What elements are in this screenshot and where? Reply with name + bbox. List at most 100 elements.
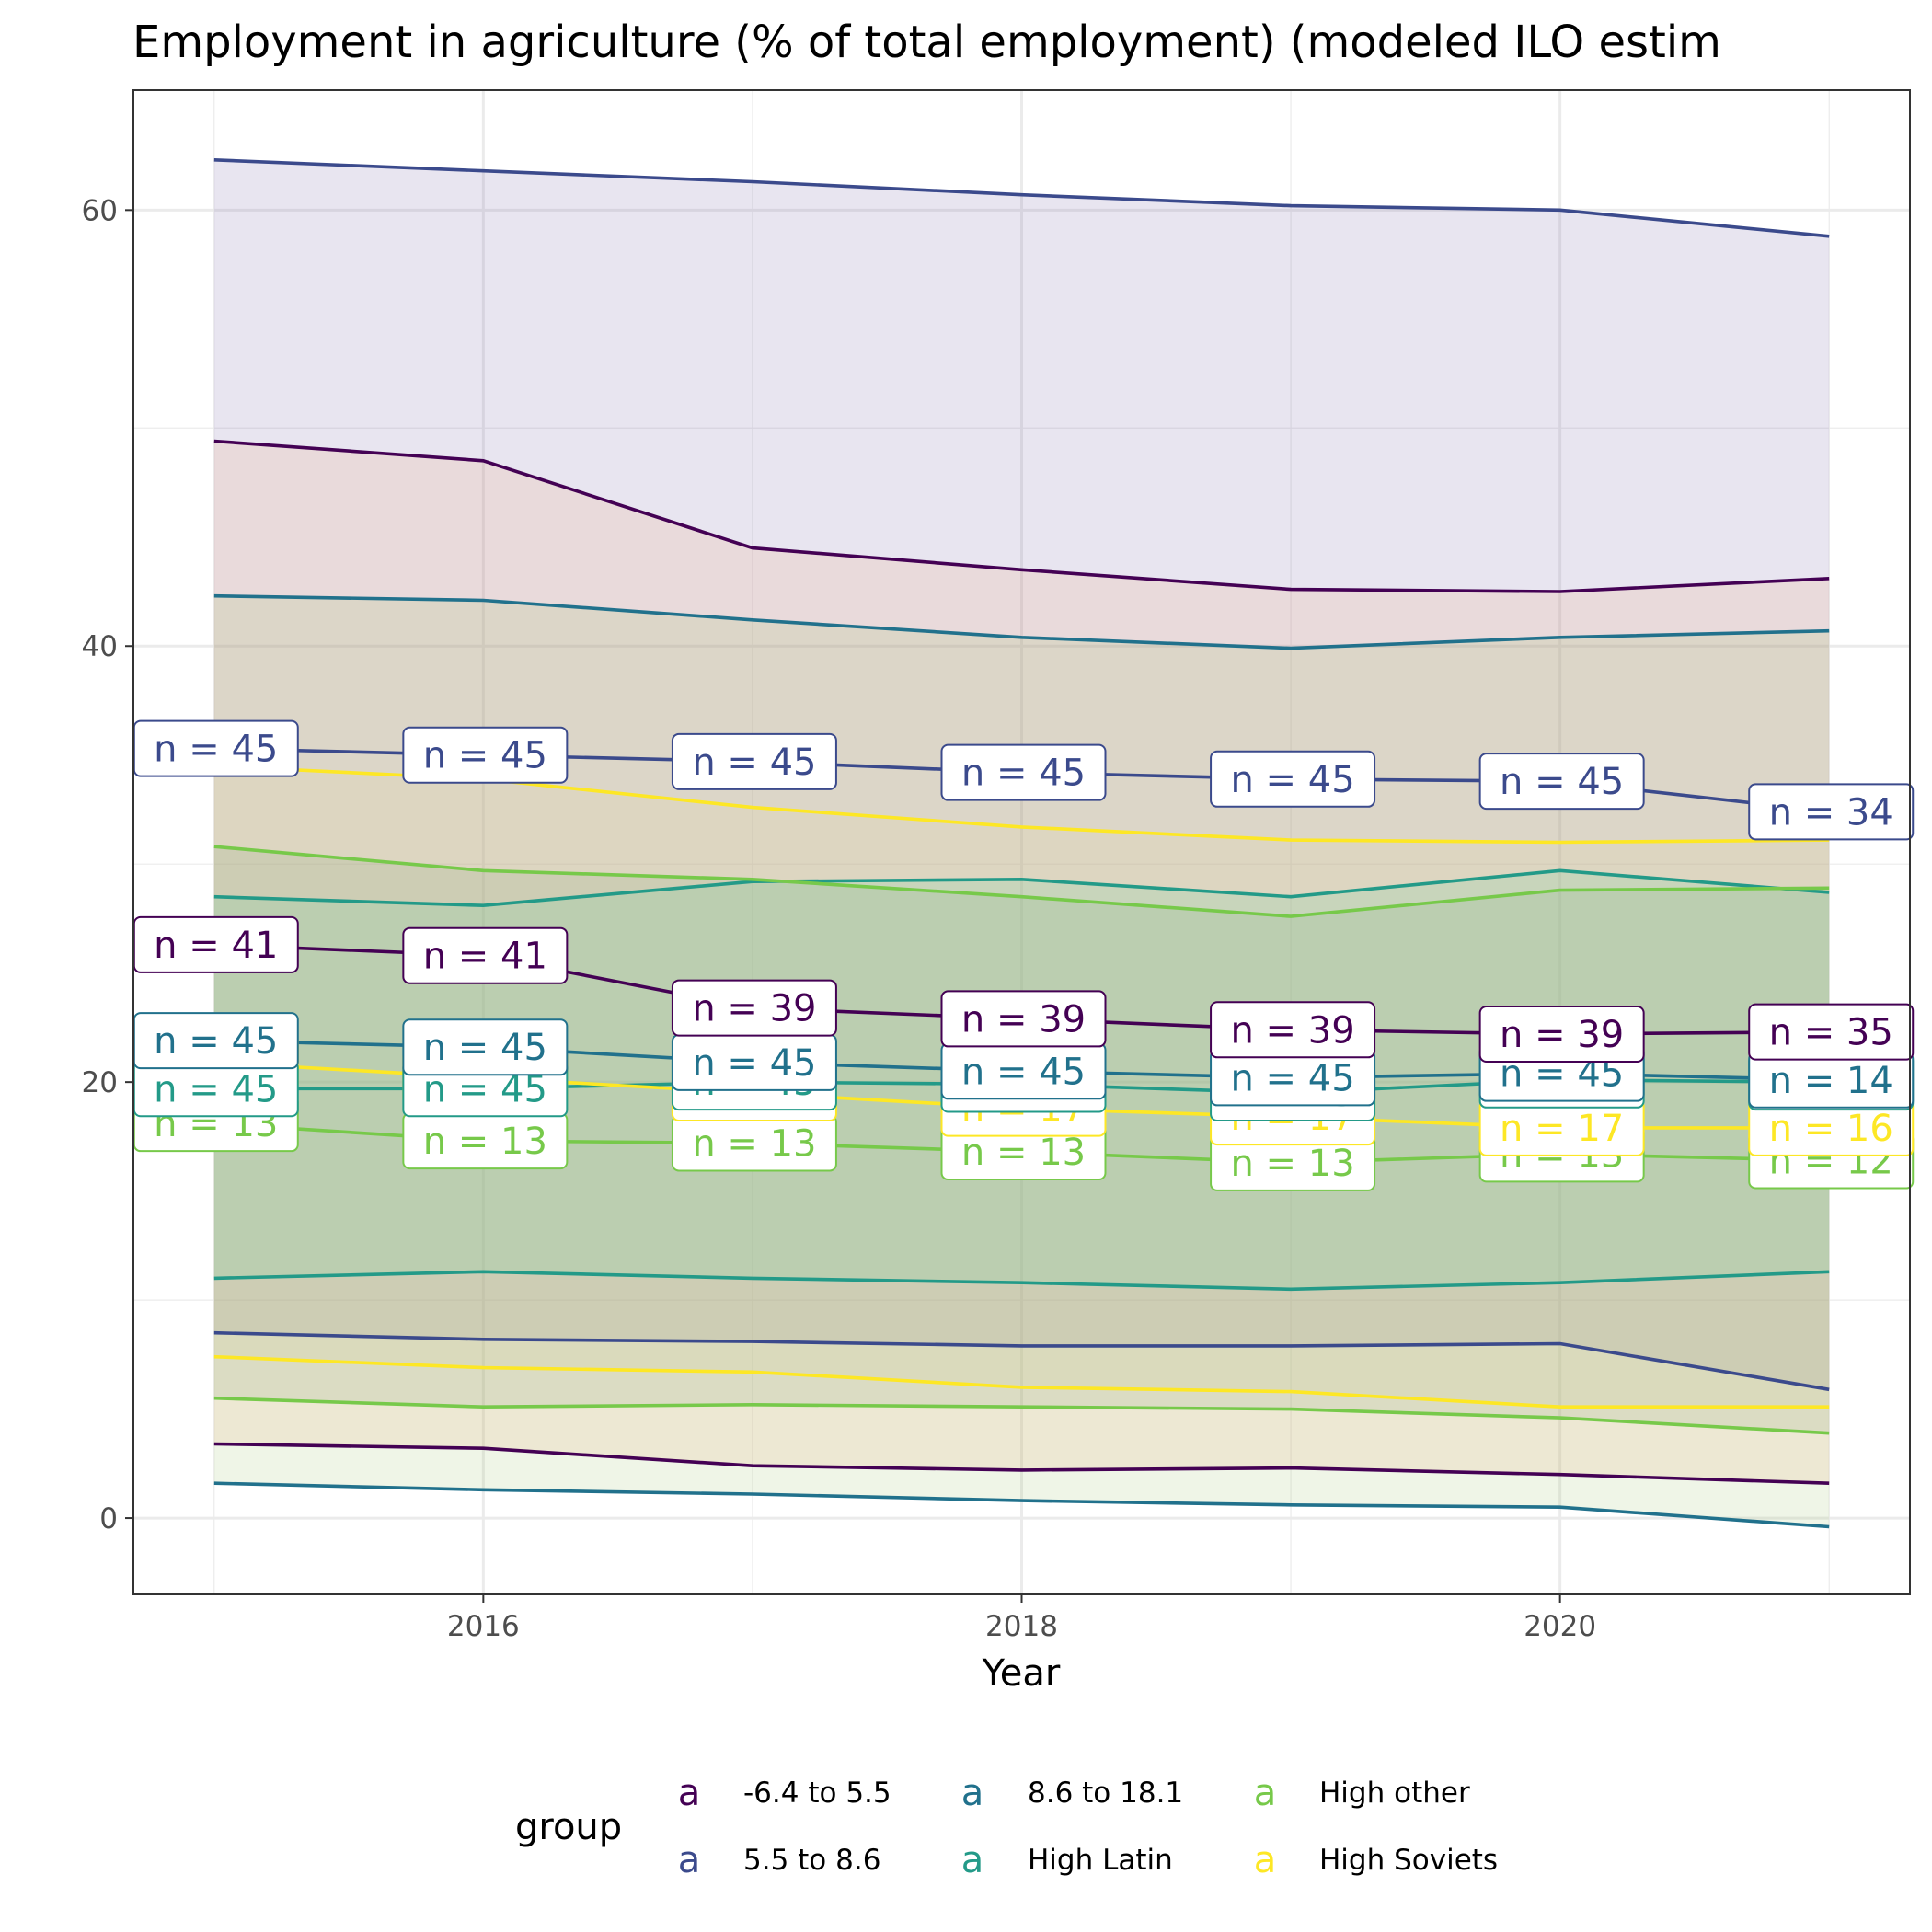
legend-item-8-6-to-18-1: a 8.6 to 18.1 [961, 1772, 1183, 1814]
legend-label: 8.6 to 18.1 [1028, 1777, 1183, 1810]
count-label-text: n = 14 [1769, 1060, 1893, 1102]
count-label-text: n = 13 [961, 1132, 1086, 1174]
count-label-high-other: n = 13 [402, 1112, 569, 1170]
x-axis-title: Year [982, 1652, 1061, 1695]
y-tick-label: 20 [82, 1066, 118, 1099]
y-tick-label: 40 [82, 630, 118, 663]
count-label-text: n = 13 [1230, 1143, 1354, 1185]
count-label-box [671, 979, 837, 1037]
count-label-text: n = 45 [154, 729, 278, 771]
count-label-text: n = 45 [1230, 1057, 1354, 1099]
legend-item-high-soviets: a High Soviets [1254, 1839, 1498, 1881]
legend-label: -6.4 to 5.5 [743, 1777, 891, 1810]
count-label-high-other: n = 13 [940, 1122, 1107, 1180]
upper-line-8-6-to-18-1 [213, 593, 1830, 650]
count-label-high-soviets: n = 17 [1478, 1098, 1645, 1156]
count-label-5-5-to-8-6: n = 45 [671, 732, 837, 790]
count-label--6-4-to-5-5: n = 35 [1748, 1003, 1915, 1061]
x-tick-label: 2016 [447, 1610, 520, 1643]
count-label-box [402, 1018, 569, 1076]
count-label-box [940, 743, 1107, 801]
count-label--6-4-to-5-5: n = 39 [940, 990, 1107, 1048]
count-label-text: n = 45 [423, 735, 547, 777]
chart-title: Employment in agriculture (% of total em… [132, 17, 1721, 68]
count-label-text: n = 17 [1500, 1108, 1624, 1150]
count-label-text: n = 35 [1769, 1012, 1893, 1054]
count-label-text: n = 13 [692, 1123, 816, 1166]
legend-title: group [515, 1806, 622, 1848]
x-tick-label: 2018 [985, 1610, 1058, 1643]
count-label-8-6-to-18-1: n = 14 [1748, 1051, 1915, 1109]
upper-line--6-4-to-5-5 [213, 439, 1830, 593]
count-label-text: n = 39 [1230, 1009, 1354, 1052]
lower-line-high-other [213, 1396, 1830, 1435]
count-label-text: n = 45 [1230, 759, 1354, 801]
legend-label: 5.5 to 8.6 [743, 1844, 880, 1877]
ribbon--6-4-to-5-5 [213, 441, 1830, 1484]
count-label-8-6-to-18-1: n = 45 [940, 1042, 1107, 1100]
count-label-5-5-to-8-6: n = 45 [402, 726, 569, 784]
count-label-text: n = 45 [961, 753, 1086, 795]
count-label-box [1478, 1006, 1645, 1064]
upper-line-high-latin [213, 868, 1830, 908]
count-label-text: n = 45 [154, 1068, 278, 1110]
count-label-text: n = 13 [423, 1121, 547, 1163]
legend-key-glyph: a [678, 1772, 701, 1814]
lower-line-8-6-to-18-1 [213, 1481, 1830, 1529]
count-label--6-4-to-5-5: n = 39 [671, 979, 837, 1037]
count-label-box [1210, 1001, 1376, 1059]
count-label-text: n = 45 [692, 742, 816, 784]
count-label-box [1748, 1003, 1915, 1061]
count-label--6-4-to-5-5: n = 41 [132, 915, 299, 973]
count-label-5-5-to-8-6: n = 45 [1210, 750, 1376, 808]
count-label-8-6-to-18-1: n = 45 [132, 1012, 299, 1070]
count-label--6-4-to-5-5: n = 41 [402, 926, 569, 984]
count-label-text: n = 39 [1500, 1014, 1624, 1056]
lower-line-high-latin [213, 1270, 1830, 1292]
count-label-text: n = 34 [1769, 791, 1893, 834]
count-label-text: n = 39 [961, 998, 1086, 1041]
count-label-box [402, 726, 569, 784]
count-label-5-5-to-8-6: n = 45 [132, 719, 299, 777]
count-label-box [1748, 783, 1915, 841]
legend-label: High other [1319, 1777, 1470, 1810]
lower-line--6-4-to-5-5 [213, 1442, 1830, 1485]
legend-label: High Latin [1028, 1844, 1173, 1877]
count-label-5-5-to-8-6: n = 34 [1748, 783, 1915, 841]
count-label-box [1210, 750, 1376, 808]
legend-key-glyph: a [678, 1839, 701, 1881]
x-tick-label: 2020 [1524, 1610, 1596, 1643]
legend-item-5-5-to-8-6: a 5.5 to 8.6 [678, 1839, 881, 1881]
count-label-text: n = 41 [154, 925, 278, 967]
legend-key-glyph: a [1254, 1839, 1277, 1881]
count-label-high-latin: n = 45 [132, 1060, 299, 1118]
count-label-text: n = 45 [1500, 761, 1624, 803]
count-label-5-5-to-8-6: n = 45 [1478, 753, 1645, 811]
count-label-text: n = 39 [692, 988, 816, 1030]
upper-line-high-other [213, 845, 1830, 918]
count-label-high-other: n = 13 [671, 1114, 837, 1172]
count-label-5-5-to-8-6: n = 45 [940, 743, 1107, 801]
count-label-box [402, 926, 569, 984]
count-label-box [940, 990, 1107, 1048]
count-label-box [671, 732, 837, 790]
upper-line-5-5-to-8-6 [213, 158, 1830, 238]
count-label-box [1478, 753, 1645, 811]
count-label-text: n = 16 [1769, 1108, 1893, 1150]
count-label--6-4-to-5-5: n = 39 [1478, 1006, 1645, 1064]
count-label-text: n = 45 [154, 1020, 278, 1063]
plot-area: n = 13n = 13n = 13n = 13n = 13n = 13n = … [82, 89, 1915, 1643]
legend-key-glyph: a [961, 1839, 984, 1881]
count-label-8-6-to-18-1: n = 45 [402, 1018, 569, 1076]
y-tick-label: 0 [99, 1502, 118, 1535]
legend-label: High Soviets [1319, 1844, 1498, 1877]
y-tick-label: 60 [82, 194, 118, 227]
count-label-8-6-to-18-1: n = 45 [671, 1033, 837, 1091]
count-label-8-6-to-18-1: n = 45 [1210, 1049, 1376, 1107]
count-label-text: n = 41 [423, 936, 547, 978]
count-label-text: n = 45 [423, 1027, 547, 1069]
legend-key-glyph: a [1254, 1772, 1277, 1814]
legend-item--6-4-to-5-5: a -6.4 to 5.5 [678, 1772, 891, 1814]
count-label-high-other: n = 13 [1210, 1133, 1376, 1191]
lower-line-high-soviets [213, 1354, 1830, 1409]
